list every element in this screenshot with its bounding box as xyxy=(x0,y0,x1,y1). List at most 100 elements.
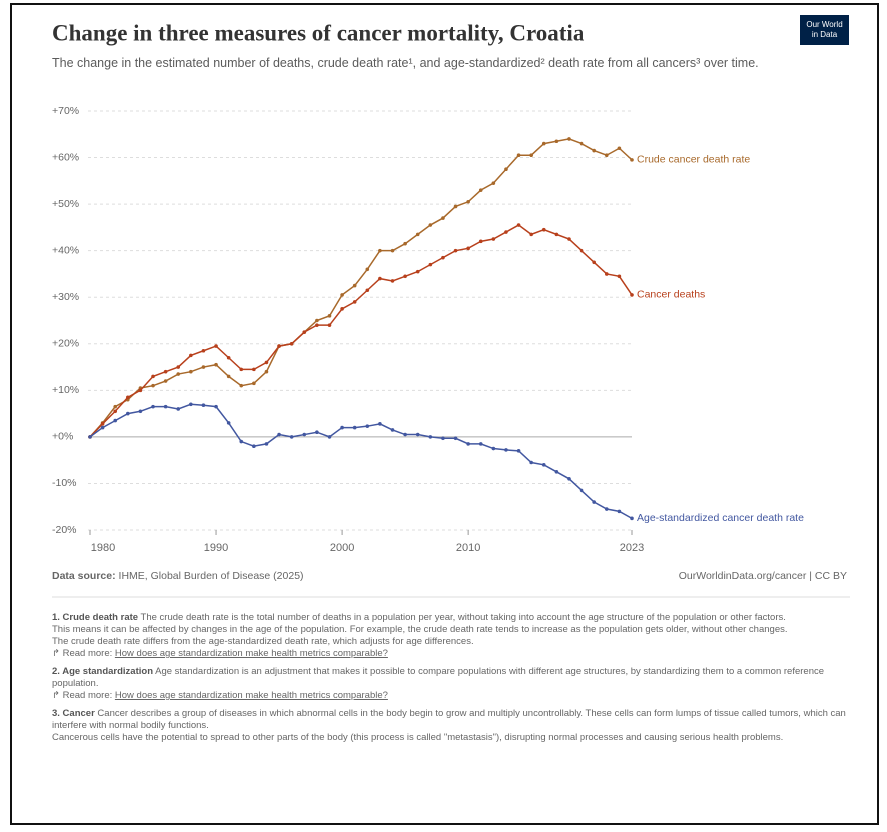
point xyxy=(604,153,609,158)
point xyxy=(403,432,407,437)
note-paragraph: Cancerous cells have the potential to sp… xyxy=(52,732,852,744)
point xyxy=(378,422,382,426)
point xyxy=(113,409,118,414)
point xyxy=(239,367,244,372)
point xyxy=(554,470,559,474)
point xyxy=(617,274,622,279)
point xyxy=(315,430,319,435)
read-more: ↱ Read more: How does age standardizatio… xyxy=(52,690,388,701)
point xyxy=(100,422,105,426)
note-paragraph: The crude death rate differs from the ag… xyxy=(52,636,852,648)
note-paragraph: 2. Age standardization Age standardizati… xyxy=(52,666,852,690)
series-line xyxy=(89,138,633,438)
point xyxy=(504,167,508,171)
point xyxy=(151,374,155,379)
note-text: Cancerous cells have the potential to sp… xyxy=(52,732,784,743)
series-line xyxy=(89,224,633,438)
read-more: ↱ Read more: How does age standardizatio… xyxy=(52,648,388,659)
point xyxy=(365,424,370,428)
point xyxy=(441,216,445,220)
point xyxy=(466,199,470,204)
point xyxy=(516,223,521,227)
point xyxy=(491,446,496,451)
note-title: 1. Crude death rate xyxy=(52,612,139,623)
point xyxy=(88,435,92,439)
series-label: Crude cancer death rate xyxy=(637,154,750,166)
x-tick-label: 2010 xyxy=(456,542,480,554)
read-more-link[interactable]: How does age standardization make health… xyxy=(114,690,388,701)
point xyxy=(630,293,634,297)
point xyxy=(176,365,181,369)
note: 2. Age standardization Age standardizati… xyxy=(52,666,852,702)
point xyxy=(428,262,433,267)
y-tick-label: +40% xyxy=(52,244,79,256)
point xyxy=(289,435,294,439)
point xyxy=(138,409,143,414)
logo-text: Our World xyxy=(806,20,842,29)
point xyxy=(327,323,332,327)
point xyxy=(226,421,231,425)
y-tick-label: +70% xyxy=(52,105,79,117)
point xyxy=(491,181,496,185)
point xyxy=(214,344,218,348)
point xyxy=(415,432,420,437)
point xyxy=(428,435,433,439)
note-paragraph: 3. Cancer Cancer describes a group of di… xyxy=(52,708,852,732)
point xyxy=(352,300,357,304)
y-tick-label: +0% xyxy=(52,431,73,443)
point xyxy=(592,500,596,504)
series-line xyxy=(89,403,633,520)
point xyxy=(478,442,483,446)
read-more-link[interactable]: How does age standardization make health… xyxy=(114,648,388,659)
point xyxy=(428,223,433,227)
point xyxy=(201,403,206,408)
note-paragraph: 1. Crude death rate The crude death rate… xyxy=(52,612,852,624)
point xyxy=(378,248,382,253)
point xyxy=(277,344,281,348)
series-label: Cancer deaths xyxy=(637,289,705,301)
point xyxy=(441,255,445,260)
point xyxy=(541,463,546,467)
note: 1. Crude death rate The crude death rate… xyxy=(52,612,852,660)
point xyxy=(478,239,483,244)
point xyxy=(579,248,584,253)
point xyxy=(604,507,609,511)
point xyxy=(214,404,218,409)
x-tick-label: 2000 xyxy=(330,542,354,554)
point xyxy=(604,272,609,276)
point xyxy=(189,369,193,374)
point xyxy=(415,269,420,274)
x-tick-label: 1980 xyxy=(91,542,115,554)
point xyxy=(441,436,445,441)
point xyxy=(201,348,206,353)
source-label: Data source: xyxy=(52,570,116,582)
point xyxy=(365,267,370,272)
logo[interactable] xyxy=(800,15,849,45)
note-title: 2. Age standardization xyxy=(52,666,153,677)
point xyxy=(315,323,319,327)
read-more-label: Read more: xyxy=(62,690,113,701)
point xyxy=(453,436,458,441)
point xyxy=(352,425,357,430)
point xyxy=(466,442,470,446)
point xyxy=(592,148,596,153)
point xyxy=(100,425,105,430)
point xyxy=(264,369,269,374)
series-label: Age-standardized cancer death rate xyxy=(637,512,804,524)
point xyxy=(567,476,571,481)
point xyxy=(415,232,420,237)
point xyxy=(617,146,622,151)
point xyxy=(327,314,332,318)
note-title: 3. Cancer xyxy=(52,708,95,719)
point xyxy=(189,353,193,358)
credit[interactable]: OurWorldinData.org/cancer | CC BY xyxy=(678,570,847,582)
point xyxy=(390,248,395,253)
point xyxy=(579,488,584,493)
frame xyxy=(10,3,879,825)
plot: -20% -10% +0% +10% +20% +30% +40% +50% +60% +70% 1… xyxy=(52,105,804,554)
chart-title: Change in three measures of cancer morta… xyxy=(52,20,585,45)
point xyxy=(630,158,634,162)
point xyxy=(478,188,483,192)
point xyxy=(504,448,508,452)
point xyxy=(163,369,168,374)
